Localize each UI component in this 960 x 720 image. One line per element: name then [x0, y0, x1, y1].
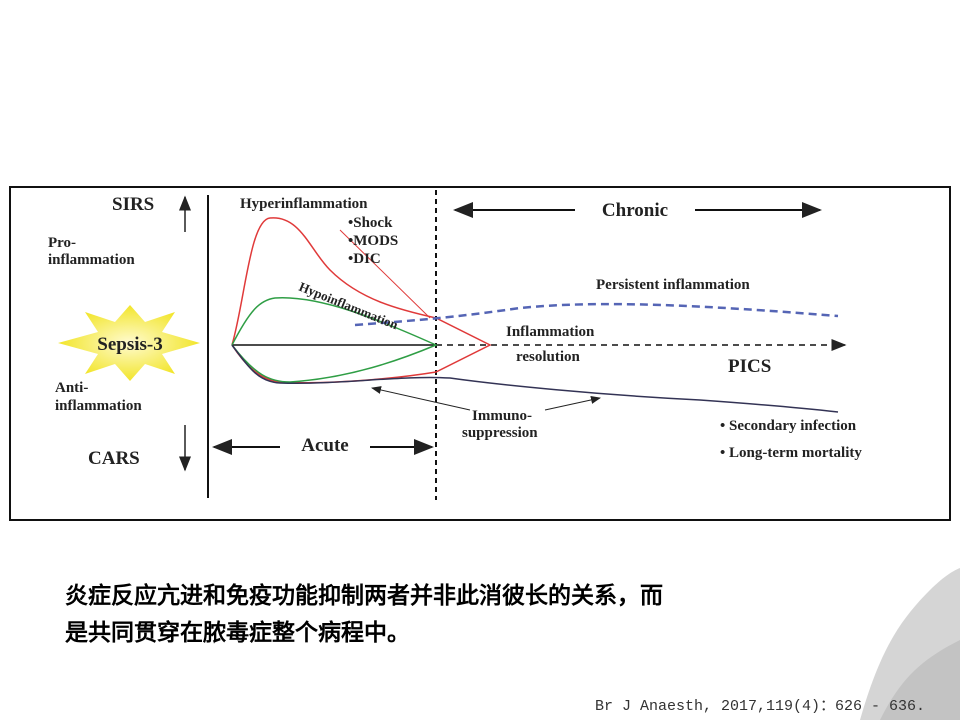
citation: Br J Anaesth, 2017,119(4)：626 - 636.: [595, 698, 925, 715]
caption-line: 是共同贯穿在脓毒症整个病程中。: [65, 619, 410, 646]
immuno-label: Immuno-: [472, 408, 532, 424]
acute-label: Acute: [301, 435, 348, 456]
outcome-label: • Long-term mortality: [720, 445, 862, 461]
decoration: [860, 568, 960, 720]
anti-label: inflammation: [55, 398, 142, 414]
sirs-label: SIRS: [112, 194, 154, 215]
sepsis-label: Sepsis-3: [97, 334, 162, 355]
pro-label: inflammation: [48, 252, 135, 268]
persistent-label: Persistent inflammation: [596, 277, 750, 293]
chronic-label: Chronic: [602, 200, 668, 221]
diagram-frame: [9, 186, 951, 521]
hyper-title: Hyperinflammation: [240, 196, 368, 212]
anti-label: Anti-: [55, 380, 88, 396]
resolution-label: resolution: [516, 349, 581, 365]
immuno-label: suppression: [462, 425, 538, 441]
hyper-item: •MODS: [348, 233, 398, 249]
pics-label: PICS: [728, 356, 771, 377]
pro-label: Pro-: [48, 235, 76, 251]
resolution-label: Inflammation: [506, 324, 595, 340]
outcome-label: • Secondary infection: [720, 418, 857, 434]
diagram: [58, 190, 847, 500]
hyper-item: •Shock: [348, 215, 393, 231]
cars-label: CARS: [88, 448, 140, 469]
caption-line: 炎症反应亢进和免疫功能抑制两者并非此消彼长的关系，而: [65, 582, 663, 609]
hyper-item: •DIC: [348, 251, 381, 267]
